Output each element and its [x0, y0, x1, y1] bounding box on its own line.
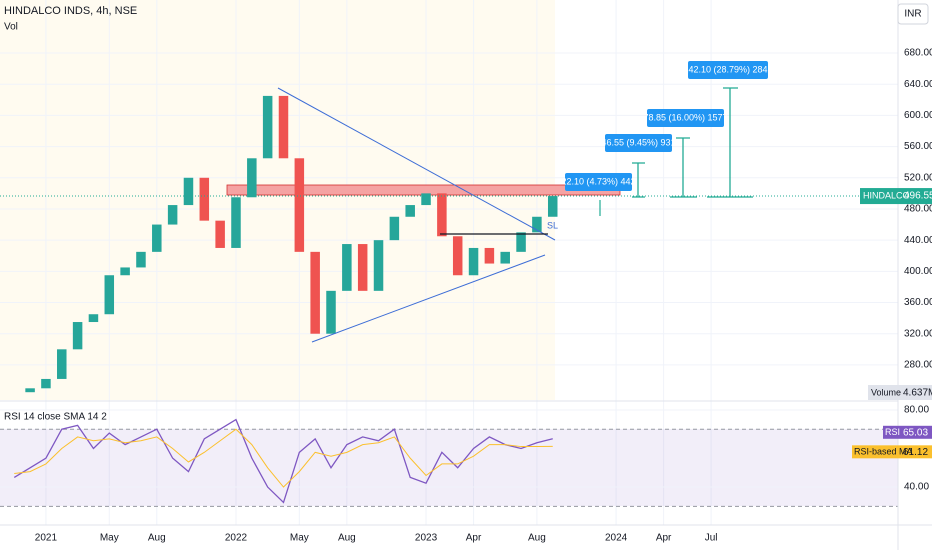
- x-tick-label: Aug: [528, 533, 546, 544]
- candle-body: [484, 247, 495, 264]
- candle-body: [452, 236, 463, 276]
- candle-body: [120, 267, 130, 276]
- candle-body: [57, 349, 67, 379]
- measure-label: 22.10 (4.73%) 442: [561, 176, 635, 186]
- session-bg: [0, 0, 555, 400]
- x-tick-label: Jul: [705, 533, 718, 544]
- candle-body: [310, 251, 320, 334]
- candle-body: [136, 251, 146, 268]
- price-label-bg: [860, 188, 932, 205]
- currency-button[interactable]: [897, 3, 929, 25]
- candle-body: [294, 158, 305, 252]
- rsi-value: 65.03: [903, 427, 928, 438]
- volume-value: 4.637M: [903, 388, 932, 399]
- rsi-line: [14, 428, 553, 488]
- y-tick-label: 400.00: [904, 266, 932, 277]
- measure-label: 78.85 (16.00%) 1577: [643, 112, 727, 122]
- chart-title: HINDALCO INDS, 4h, NSE: [4, 5, 137, 17]
- candle-body: [152, 224, 162, 252]
- candle-body: [357, 244, 368, 291]
- x-tick-label: Aug: [148, 533, 166, 544]
- y-tick-label: 280.00: [904, 360, 932, 371]
- candle-body: [215, 220, 225, 248]
- rsi-tick-label: 40.00: [904, 482, 929, 493]
- candle-body: [247, 158, 257, 198]
- x-tick-label: May: [100, 533, 119, 544]
- measure-box: [605, 134, 672, 152]
- candle-body: [278, 95, 289, 159]
- rsi-name: RSI-based MA: [854, 447, 913, 457]
- x-tick-label: Aug: [338, 533, 356, 544]
- y-tick-label: 520.00: [904, 172, 932, 183]
- candle-body: [516, 232, 526, 252]
- candle-body: [199, 177, 210, 221]
- rsi-label-bg: [852, 445, 932, 459]
- sl-label: SL: [547, 220, 558, 230]
- measure-box: [688, 61, 768, 79]
- x-tick-label: 2024: [605, 533, 628, 544]
- y-tick-label: 360.00: [904, 297, 932, 308]
- candle-body: [231, 197, 241, 248]
- measure: [670, 137, 697, 198]
- candle-body: [183, 177, 194, 206]
- last-price: 496.55: [904, 191, 932, 202]
- y-tick-label: 320.00: [904, 328, 932, 339]
- rsi-band: [0, 429, 898, 506]
- measure-label: 46.55 (9.45%) 931: [601, 137, 675, 147]
- candle-body: [88, 314, 99, 323]
- rsi-label-bg: [883, 425, 932, 439]
- candle-body: [405, 205, 415, 217]
- trendline: [277, 87, 556, 241]
- measure-box: [565, 173, 632, 191]
- x-tick-label: Apr: [656, 533, 672, 544]
- candle-body: [468, 247, 479, 276]
- y-tick-label: 640.00: [904, 79, 932, 90]
- rsi-name: RSI: [885, 427, 900, 437]
- rsi-tick-label: 80.00: [904, 405, 929, 416]
- candle-body: [104, 275, 115, 315]
- x-tick-label: 2021: [35, 533, 58, 544]
- rsi-value: 61.12: [903, 447, 928, 458]
- y-tick-label: 600.00: [904, 110, 932, 121]
- candle-body: [41, 378, 51, 389]
- rsi-title: RSI 14 close SMA 14 2: [4, 412, 107, 423]
- candle-body: [373, 240, 384, 291]
- measure-label: 142.10 (28.79%) 2842: [683, 64, 772, 74]
- candle-body: [500, 251, 510, 264]
- trendline: [311, 254, 546, 343]
- candle-body: [262, 95, 273, 159]
- measure-box: [647, 109, 724, 127]
- volume-label-bg: [868, 385, 932, 400]
- measure: [632, 162, 645, 198]
- y-tick-label: 440.00: [904, 235, 932, 246]
- vol-label: Vol: [4, 22, 18, 33]
- volume-name: Volume: [871, 387, 901, 397]
- y-tick-label: 680.00: [904, 48, 932, 59]
- x-tick-label: Apr: [466, 533, 482, 544]
- x-tick-label: 2023: [415, 533, 438, 544]
- candle-body: [547, 196, 558, 217]
- x-tick-label: May: [290, 533, 309, 544]
- series-name: HINDALCO: [863, 190, 910, 200]
- candle-body: [342, 244, 352, 291]
- candle-body: [326, 290, 336, 334]
- candle-body: [532, 216, 542, 233]
- measure: [707, 87, 753, 198]
- currency[interactable]: INR: [904, 9, 921, 20]
- x-tick-label: 2022: [225, 533, 248, 544]
- candle-body: [25, 388, 35, 393]
- y-tick-label: 480.00: [904, 204, 932, 215]
- candle-body: [72, 322, 83, 350]
- candle-body: [437, 193, 447, 237]
- candle-body: [167, 205, 178, 225]
- candle-body: [389, 216, 400, 241]
- candle-body: [421, 193, 431, 206]
- y-tick-label: 560.00: [904, 141, 932, 152]
